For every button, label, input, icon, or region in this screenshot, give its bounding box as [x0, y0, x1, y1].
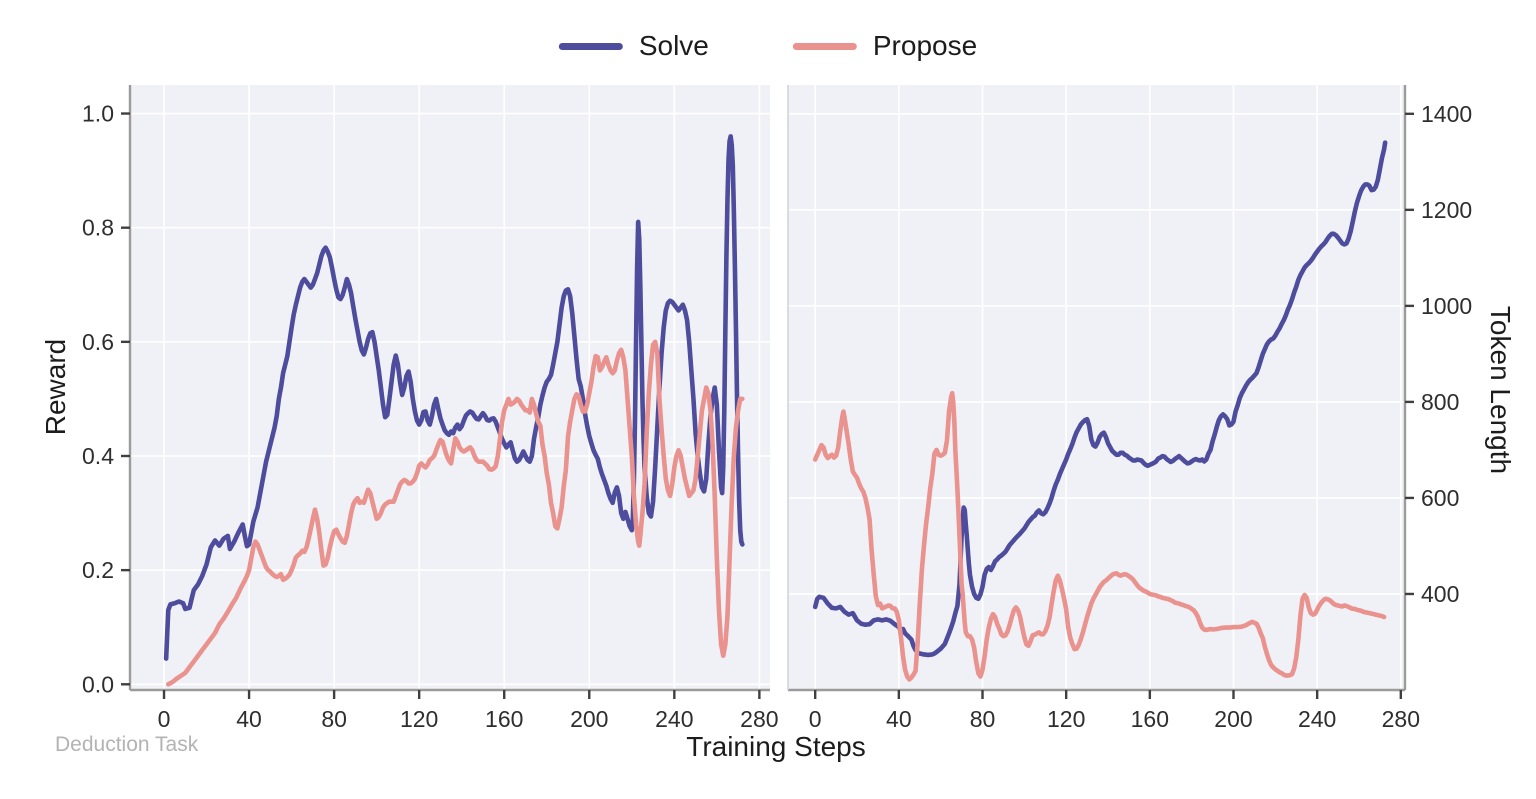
x-tick-label: 120 [400, 706, 438, 732]
x-tick-label: 0 [158, 706, 171, 732]
legend-label-solve: Solve [638, 30, 709, 61]
x-tick-label: 40 [236, 706, 262, 732]
y-tick-label: 600 [1421, 485, 1459, 511]
x-tick-label: 0 [809, 706, 822, 732]
series-line-propose [812, 390, 1387, 682]
y-tick-label: 0.2 [82, 557, 114, 583]
x-tick-label: 200 [1214, 706, 1252, 732]
task-caption: Deduction Task [55, 733, 199, 756]
x-tick-label: 160 [485, 706, 523, 732]
legend-label-propose: Propose [872, 30, 978, 61]
x-tick-label: 160 [1131, 706, 1169, 732]
x-tick-label: 280 [740, 706, 778, 732]
x-tick-label: 80 [970, 706, 996, 732]
y-axis-title-token-length: Token Length [1485, 305, 1516, 475]
y-tick-label: 1400 [1421, 101, 1472, 127]
x-tick-label: 240 [1298, 706, 1336, 732]
chart-legend: Solve Propose [558, 30, 978, 62]
legend-item-solve: Solve [558, 30, 709, 62]
x-tick-label: 120 [1047, 706, 1085, 732]
y-axis-title-reward: Reward [40, 338, 71, 436]
y-tick-label: 1000 [1421, 293, 1472, 319]
x-axis-title: Training Steps [686, 731, 866, 762]
y-tick-label: 1200 [1421, 197, 1472, 223]
series-line-solve [163, 134, 745, 661]
x-tick-label: 80 [321, 706, 347, 732]
x-tick-label: 280 [1382, 706, 1420, 732]
legend-item-propose: Propose [792, 30, 978, 62]
y-tick-label: 0.4 [82, 443, 114, 469]
series-line-propose [165, 339, 745, 687]
x-tick-label: 40 [886, 706, 912, 732]
y-tick-label: 0.0 [82, 671, 114, 697]
y-tick-label: 0.8 [82, 215, 114, 241]
y-tick-label: 400 [1421, 581, 1459, 607]
panel-token_length: 0 40 80 120 160 200 240 280 400 600 800 1000 1200 140… [787, 85, 1472, 732]
solve-line-swatch-icon [558, 42, 623, 50]
y-tick-label: 1.0 [82, 101, 114, 127]
propose-line-swatch-icon [792, 42, 857, 50]
x-tick-label: 200 [570, 706, 608, 732]
series-line-solve [812, 140, 1388, 658]
x-tick-label: 240 [655, 706, 693, 732]
y-tick-label: 0.6 [82, 329, 114, 355]
panel-reward: 0 40 80 120 160 200 240 280 0.0 0.2 0.4 0.6 0.8 1.0 [82, 85, 779, 732]
y-tick-label: 800 [1421, 389, 1459, 415]
